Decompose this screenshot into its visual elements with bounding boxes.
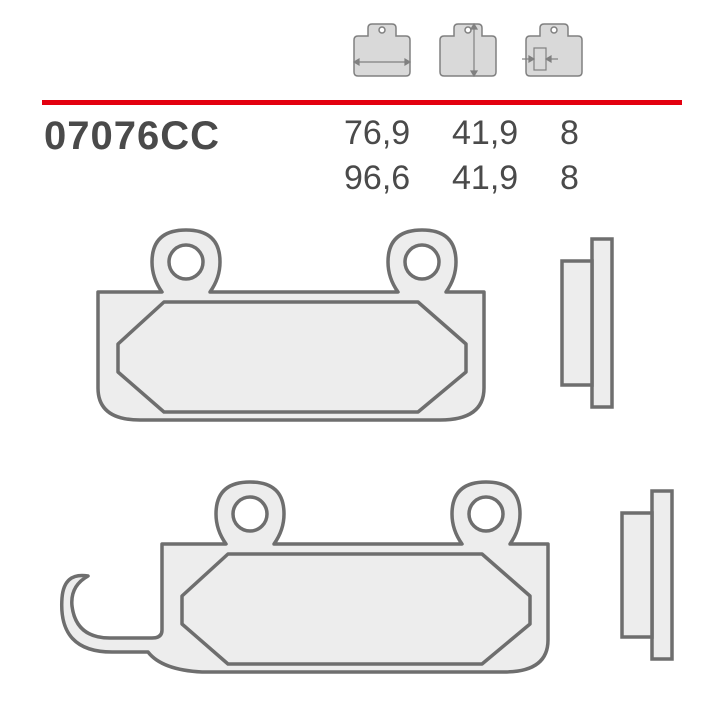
dim-height: 41,9 [452, 114, 560, 153]
separator-line [42, 92, 682, 97]
width-dim-icon [348, 18, 416, 80]
dim-width: 96,6 [344, 159, 452, 198]
dimensions-table: 76,9 41,9 8 96,6 41,9 8 [344, 114, 600, 198]
height-dim-icon [434, 18, 502, 80]
part-number: 07076CC [44, 114, 344, 159]
brake-pad-bottom-front [52, 470, 592, 680]
spec-row: 07076CC 76,9 41,9 8 96,6 41,9 8 [44, 114, 600, 198]
dimension-header-icons [348, 18, 588, 80]
thickness-dim-icon [520, 18, 588, 80]
dim-height: 41,9 [452, 159, 560, 198]
brake-pad-bottom-side [616, 487, 678, 663]
brake-pads-diagram [52, 218, 672, 722]
table-row: 76,9 41,9 8 [344, 114, 600, 153]
dim-width: 76,9 [344, 114, 452, 153]
table-row: 96,6 41,9 8 [344, 159, 600, 198]
dim-thickness: 8 [560, 114, 600, 153]
dim-thickness: 8 [560, 159, 600, 198]
brake-pad-top-side [556, 235, 618, 411]
brake-pad-top-front [52, 218, 532, 428]
